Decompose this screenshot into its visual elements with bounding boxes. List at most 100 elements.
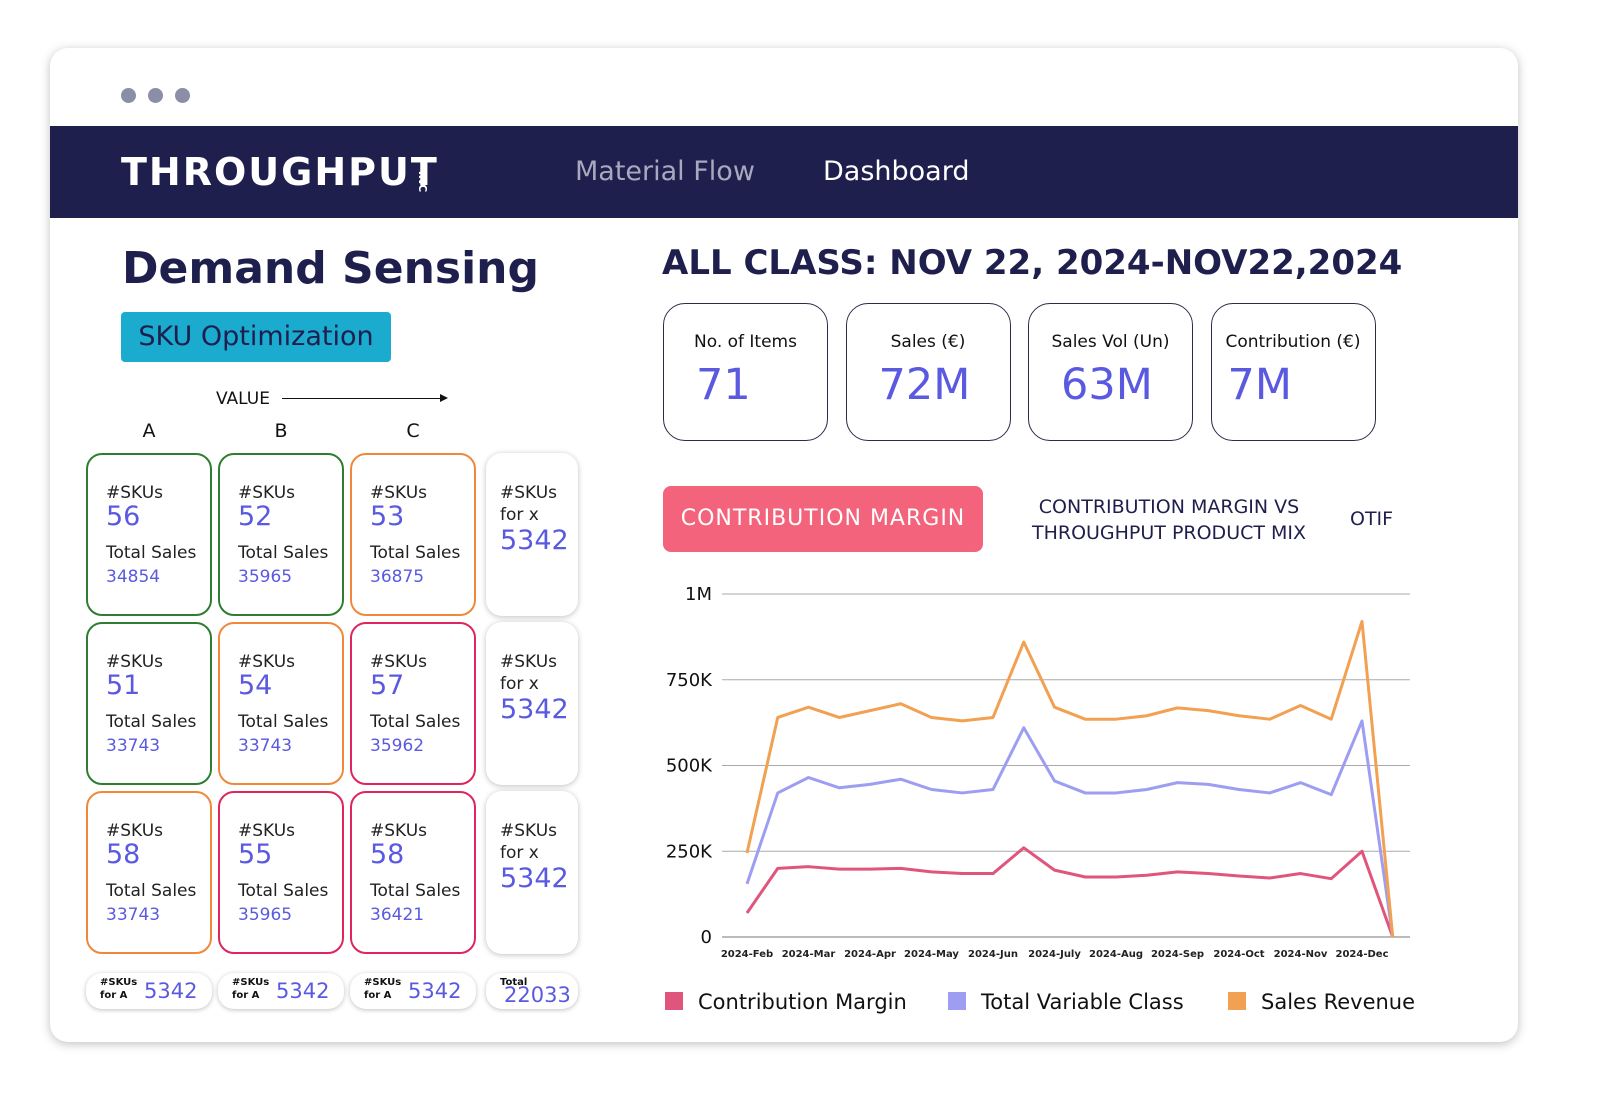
nav-link[interactable]: Dashboard xyxy=(823,156,970,187)
footer-cell: #SKUs for A 5342 xyxy=(86,973,212,1009)
sku-count: 58 xyxy=(370,839,405,870)
kpi-value: 72M xyxy=(878,360,971,410)
sales-value: 36875 xyxy=(370,567,425,587)
footer-label: #SKUs xyxy=(232,977,270,988)
axis-label: VALUE xyxy=(216,389,270,409)
column-label: A xyxy=(142,420,156,442)
side-cell: #SKUs for x 5342 xyxy=(486,622,578,785)
sales-value: 35965 xyxy=(238,567,293,587)
sku-count: 56 xyxy=(106,501,141,532)
tab-active[interactable]: CONTRIBUTION MARGIN xyxy=(663,486,983,552)
sales-value: 33743 xyxy=(238,736,293,756)
column-label: C xyxy=(406,420,420,442)
matrix-cell: #SKUs 58 Total Sales 33743 xyxy=(86,791,212,954)
sku-count: 51 xyxy=(106,670,141,701)
tab[interactable]: CONTRIBUTION MARGIN VS THROUGHPUT PRODUC… xyxy=(1031,496,1307,544)
matrix-cell: #SKUs 56 Total Sales 34854 xyxy=(86,453,212,616)
axis-arrow xyxy=(282,398,444,399)
kpi-value: 71 xyxy=(696,360,751,410)
sales-label: Total Sales xyxy=(370,543,461,563)
kpi-card: Contribution (€) 7M xyxy=(1210,303,1376,441)
sales-label: Total Sales xyxy=(238,712,329,732)
matrix-cell: #SKUs 53 Total Sales 36875 xyxy=(350,453,476,616)
sku-label: #SKUs xyxy=(106,483,164,503)
footer-cell: Total 22033 xyxy=(486,973,578,1009)
sku-label: #SKUs xyxy=(238,483,296,503)
sku-label: #SKUs xyxy=(238,821,296,841)
side-label: #SKUs xyxy=(500,821,558,841)
kpi-card: Sales Vol (Un) 63M xyxy=(1028,303,1193,441)
footer-cell: #SKUs for A 5342 xyxy=(350,973,476,1009)
sku-count: 55 xyxy=(238,839,273,870)
sku-count: 52 xyxy=(238,501,273,532)
matrix-cell: #SKUs 54 Total Sales 33743 xyxy=(218,622,344,785)
kpi-label: Sales Vol (Un) xyxy=(1051,332,1170,352)
sku-label: #SKUs xyxy=(370,483,428,503)
sku-label: #SKUs xyxy=(238,652,296,672)
kpi-card: Sales (€) 72M xyxy=(845,303,1011,441)
sales-label: Total Sales xyxy=(370,881,461,901)
side-label: #SKUs xyxy=(500,652,558,672)
sku-label: #SKUs xyxy=(106,821,164,841)
sales-value: 33743 xyxy=(106,736,161,756)
heading: ALL CLASS: NOV 22, 2024-NOV22,2024 xyxy=(662,243,1403,283)
matrix-cell: #SKUs 57 Total Sales 35962 xyxy=(350,622,476,785)
kpi-label: Contribution (€) xyxy=(1225,332,1361,352)
sku-count: 53 xyxy=(370,501,405,532)
page-title: Demand Sensing xyxy=(122,243,539,294)
sku-count: 54 xyxy=(238,670,273,701)
kpi-card: No. of Items 71 xyxy=(663,303,828,441)
sku-label: #SKUs xyxy=(370,821,428,841)
sales-value: 33743 xyxy=(106,905,161,925)
tab[interactable]: OTIF xyxy=(1350,508,1394,530)
sales-value: 36421 xyxy=(370,905,425,925)
matrix-cell: #SKUs 58 Total Sales 36421 xyxy=(350,791,476,954)
kpi-label: Sales (€) xyxy=(890,332,966,352)
matrix-cell: #SKUs 52 Total Sales 35965 xyxy=(218,453,344,616)
nav-link[interactable]: Material Flow xyxy=(575,156,755,187)
sku-label: #SKUs xyxy=(106,652,164,672)
footer-label: #SKUs xyxy=(364,977,402,988)
footer-cell: #SKUs for A 5342 xyxy=(218,973,344,1009)
side-sub: for x xyxy=(500,505,539,525)
sales-label: Total Sales xyxy=(238,543,329,563)
sku-count: 58 xyxy=(106,839,141,870)
sales-label: Total Sales xyxy=(106,543,197,563)
side-sub: for x xyxy=(500,843,539,863)
footer-value: 5342 xyxy=(144,979,198,1003)
side-label: #SKUs xyxy=(500,483,558,503)
side-cell: #SKUs for x 5342 xyxy=(486,453,578,616)
nav-bar xyxy=(50,126,1518,218)
sales-value: 35965 xyxy=(238,905,293,925)
window-dot xyxy=(121,88,136,103)
column-label: B xyxy=(274,420,288,442)
footer-value: 5342 xyxy=(408,979,462,1003)
footer-value: 5342 xyxy=(276,979,330,1003)
footer-label: #SKUs xyxy=(100,977,138,988)
sales-label: Total Sales xyxy=(370,712,461,732)
logo[interactable]: THROUGHPUT xyxy=(121,150,439,194)
window-dot xyxy=(175,88,190,103)
footer-label: Total xyxy=(500,977,528,988)
kpi-label: No. of Items xyxy=(694,332,797,352)
sku-label: #SKUs xyxy=(370,652,428,672)
kpi-value: 7M xyxy=(1227,360,1292,410)
matrix-cell: #SKUs 51 Total Sales 33743 xyxy=(86,622,212,785)
footer-sub: for A xyxy=(100,990,128,1001)
side-cell: #SKUs for x 5342 xyxy=(486,791,578,954)
side-value: 5342 xyxy=(500,863,569,894)
sales-value: 34854 xyxy=(106,567,161,587)
footer-value: 22033 xyxy=(504,983,571,1007)
sku-button[interactable]: SKU Optimization xyxy=(121,312,391,362)
sales-label: Total Sales xyxy=(106,712,197,732)
matrix-cell: #SKUs 55 Total Sales 35965 xyxy=(218,791,344,954)
side-sub: for x xyxy=(500,674,539,694)
axis-arrow-head xyxy=(440,394,448,402)
side-value: 5342 xyxy=(500,694,569,725)
side-value: 5342 xyxy=(500,525,569,556)
sales-label: Total Sales xyxy=(238,881,329,901)
footer-sub: for A xyxy=(364,990,392,1001)
logo-suffix: INC xyxy=(416,170,430,193)
footer-sub: for A xyxy=(232,990,260,1001)
